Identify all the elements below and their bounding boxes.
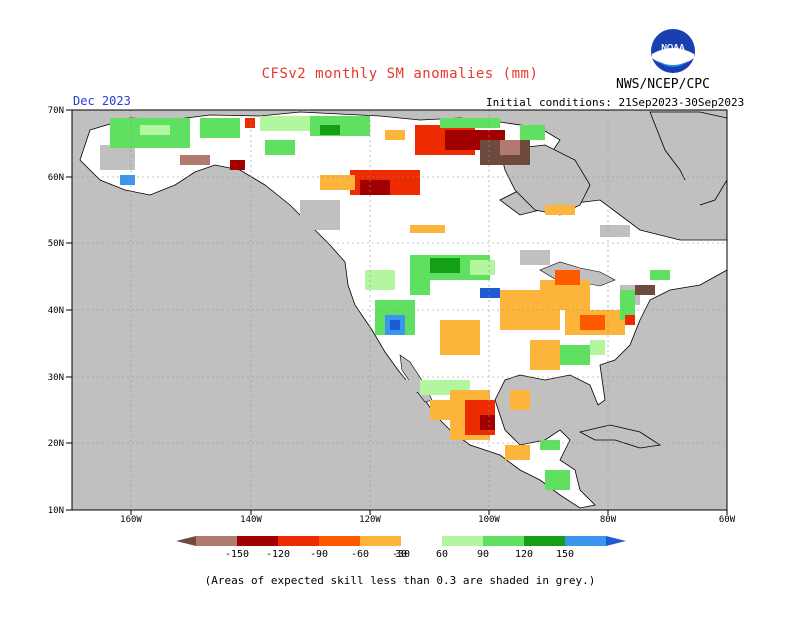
- lat-label-40n: 40N: [48, 306, 64, 316]
- colorbar-tick-label: 90: [477, 549, 489, 560]
- colorbar-swatch: [401, 536, 442, 546]
- colorbar-tick-label: -120: [266, 549, 290, 560]
- colorbar-swatch: [278, 536, 319, 546]
- colorbar-tick-label: 120: [515, 549, 533, 560]
- colorbar-tick-label: 30: [395, 549, 407, 560]
- graticule: [72, 110, 727, 510]
- colorbar-swatch: [442, 536, 483, 546]
- colorbar-tick-label: -150: [225, 549, 249, 560]
- colorbar-swatch: [237, 536, 278, 546]
- colorbar-tick-label: 60: [436, 549, 448, 560]
- forecast-month: Dec 2023: [73, 94, 131, 108]
- lat-label-20n: 20N: [48, 439, 64, 449]
- lat-label-30n: 30N: [48, 373, 64, 383]
- footnote: (Areas of expected skill less than 0.3 a…: [204, 574, 596, 587]
- colorbar-tick-label: -90: [310, 549, 328, 560]
- colorbar-swatch: [524, 536, 565, 546]
- anomaly-cells: [110, 116, 670, 490]
- colorbar-swatch: [196, 536, 237, 546]
- noaa-logo: NOAA: [650, 28, 696, 74]
- colorbar-swatch: [565, 536, 606, 546]
- lat-label-10n: 10N: [48, 506, 64, 516]
- noaa-logo-icon: NOAA: [651, 29, 695, 73]
- initial-conditions: Initial conditions: 21Sep2023-30Sep2023: [486, 96, 745, 109]
- lon-label-120w: 120W: [359, 515, 381, 525]
- lat-label-50n: 50N: [48, 239, 64, 249]
- colorbar-swatch: [319, 536, 360, 546]
- lon-labels: 160W 140W 120W 100W 80W 60W: [120, 515, 736, 525]
- lat-label-70n: 70N: [48, 106, 64, 116]
- lat-label-60n: 60N: [48, 173, 64, 183]
- noaa-logo-text: NOAA: [661, 43, 685, 52]
- colorbar-swatch: [483, 536, 524, 546]
- lon-label-80w: 80W: [600, 515, 617, 525]
- lon-label-100w: 100W: [478, 515, 500, 525]
- colorbar-swatch: [360, 536, 401, 546]
- colorbar-arrow-left: [176, 536, 196, 546]
- map-panel: [72, 110, 727, 510]
- colorbar-arrow-right: [606, 536, 626, 546]
- lat-labels: 70N 60N 50N 40N 30N 20N 10N: [48, 106, 64, 516]
- cuba-land: [578, 424, 662, 449]
- agency-label: NWS/NCEP/CPC: [616, 77, 710, 92]
- axis-ticks: [66, 109, 728, 515]
- lon-label-140w: 140W: [240, 515, 262, 525]
- colorbar-tick-label: -60: [351, 549, 369, 560]
- lon-label-60w: 60W: [719, 515, 736, 525]
- chart-title: CFSv2 monthly SM anomalies (mm): [261, 66, 539, 82]
- lon-label-160w: 160W: [120, 515, 142, 525]
- colorbar-tick-label: 150: [556, 549, 574, 560]
- colorbar-tick-label: -30: [392, 549, 410, 560]
